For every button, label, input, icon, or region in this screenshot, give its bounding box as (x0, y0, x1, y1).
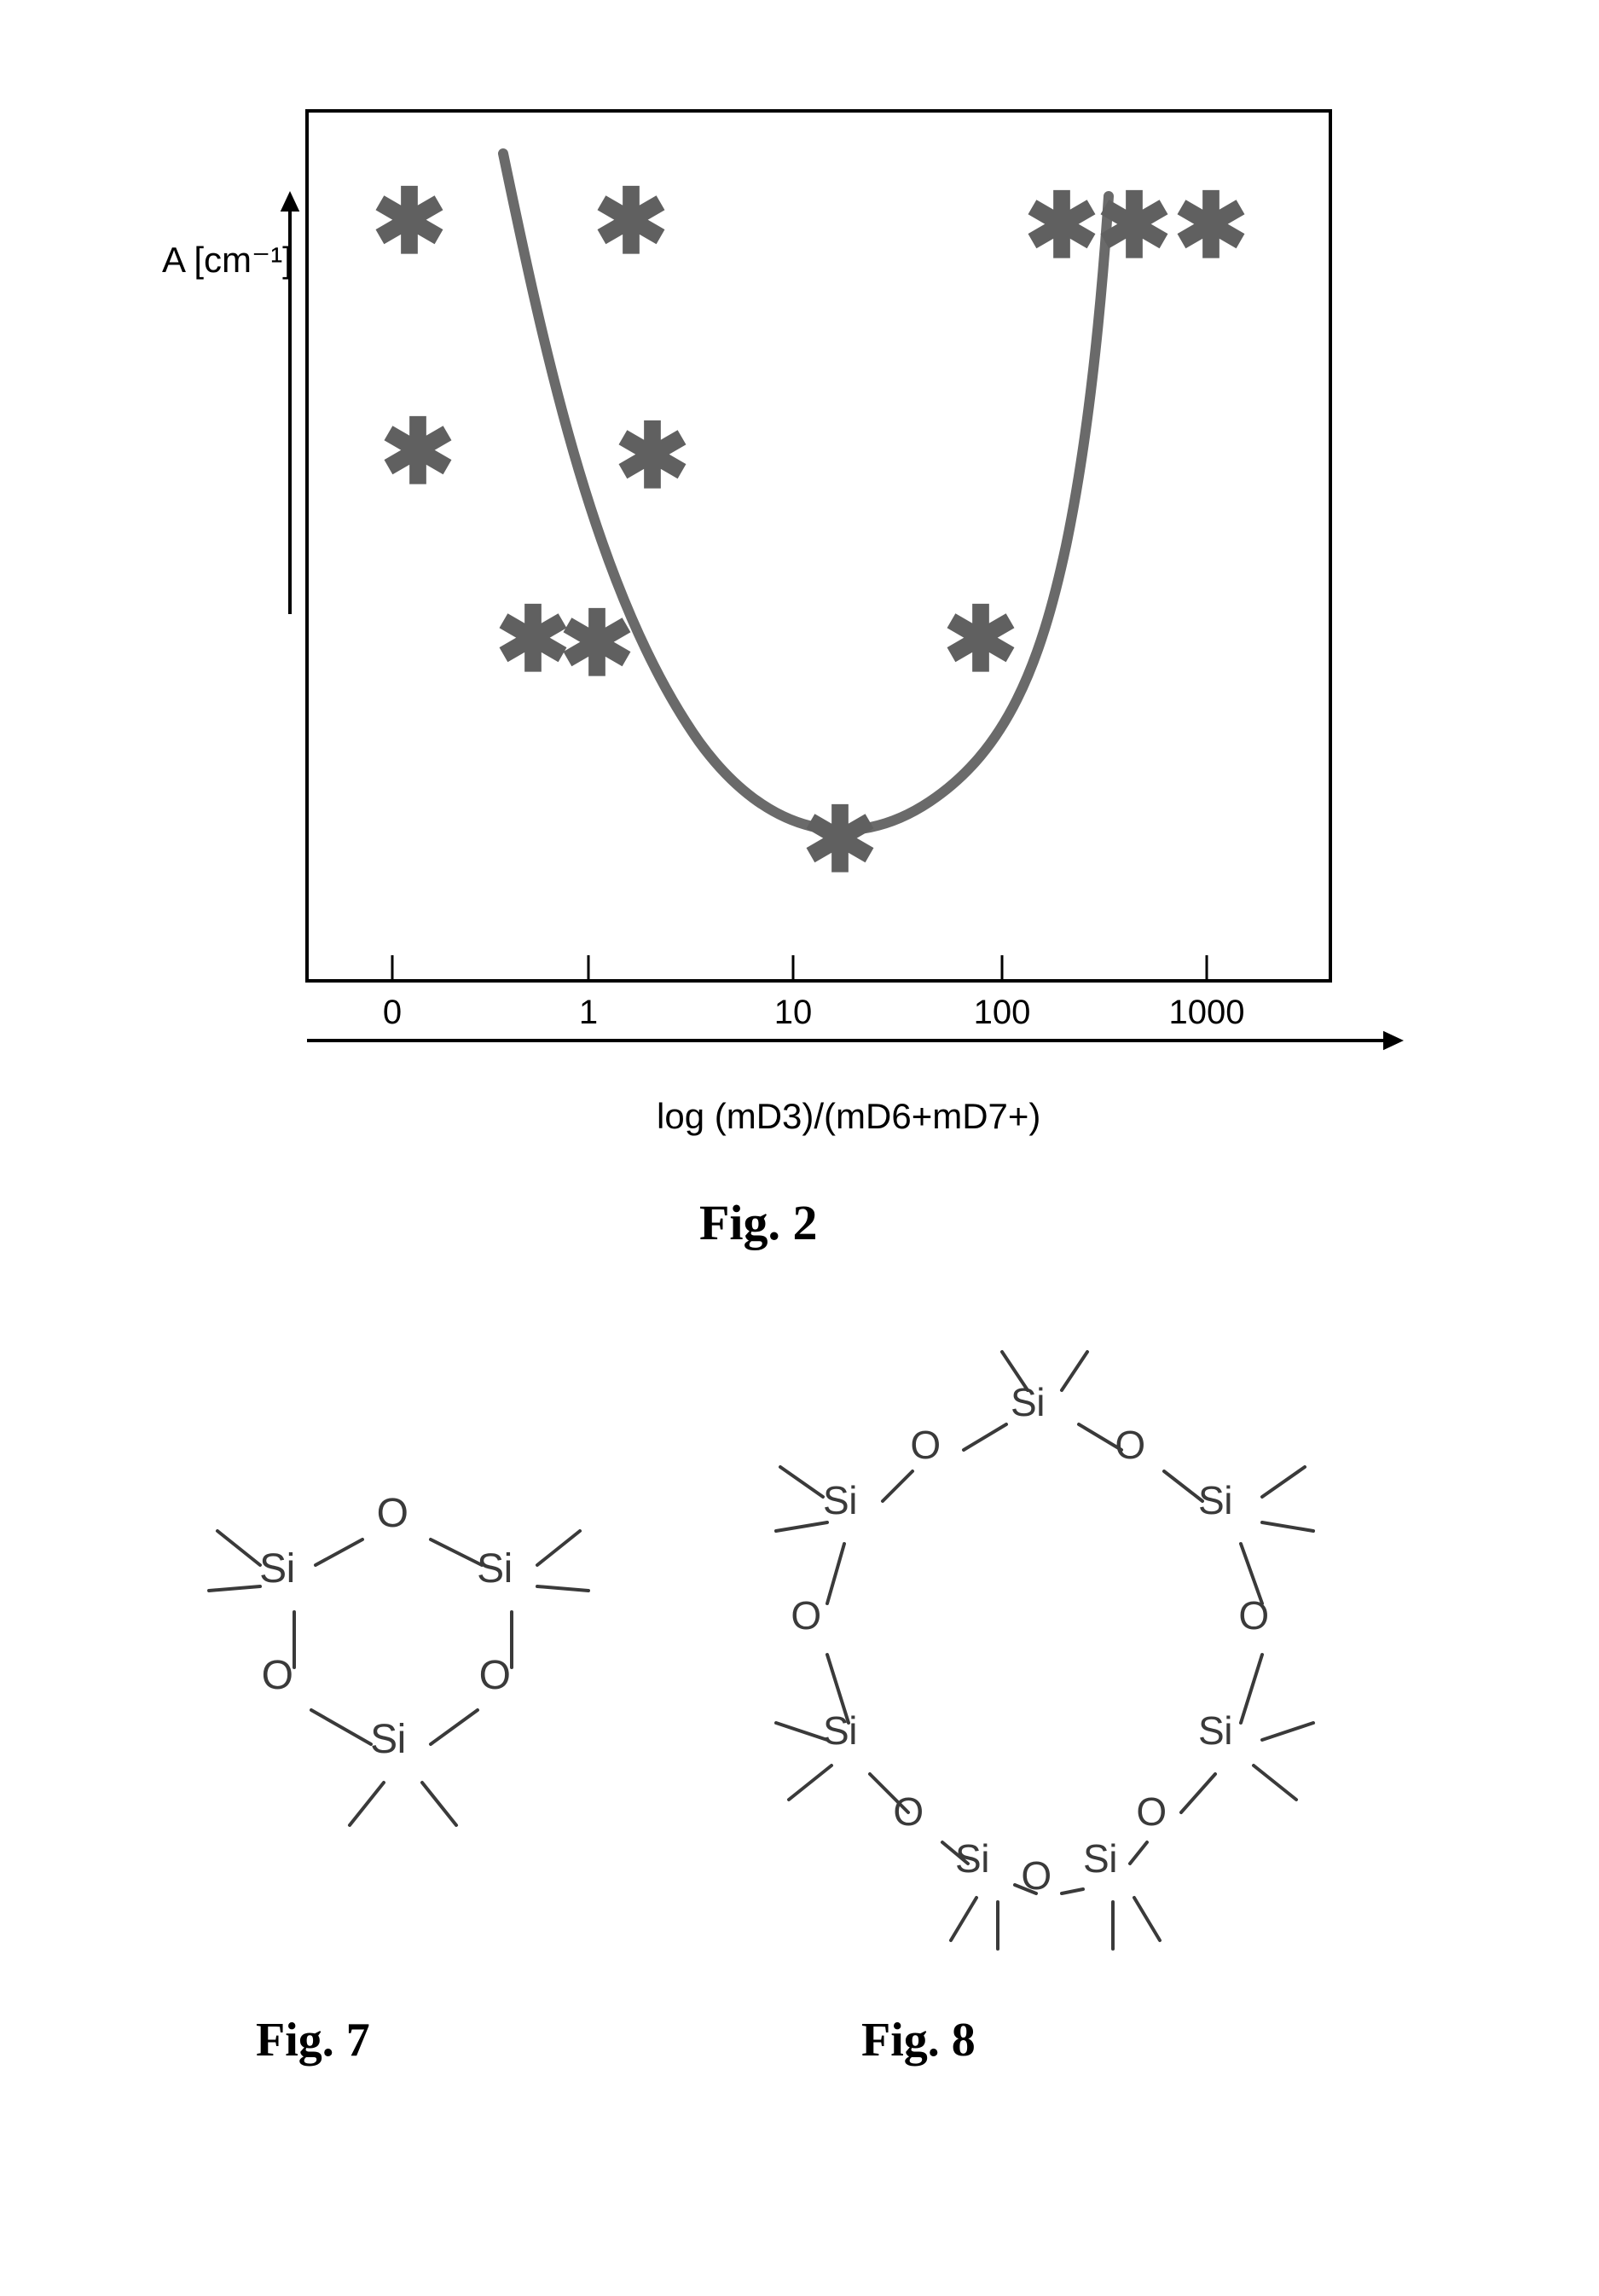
scatter-marker: ✱ (1092, 182, 1177, 271)
fig8-atom: Si (806, 1708, 874, 1754)
scatter-marker: ✱ (938, 595, 1023, 685)
fig8-atom: Si (1066, 1835, 1134, 1881)
fig8-atom: Si (994, 1379, 1062, 1425)
fig8-atom: Si (806, 1477, 874, 1523)
scatter-marker: ✱ (797, 796, 883, 885)
fig8-atom: O (1096, 1422, 1164, 1468)
scatter-marker: ✱ (367, 177, 452, 267)
fig8-atom: O (1002, 1852, 1070, 1899)
scatter-marker: ✱ (375, 408, 461, 497)
scatter-marker: ✱ (588, 177, 674, 267)
x-axis-label: log (mD3)/(mD6+mD7+) (657, 1096, 1040, 1137)
chart-svg (0, 0, 1599, 1279)
fig8-atom: O (1117, 1789, 1185, 1835)
x-tick-label: 1 (537, 994, 640, 1032)
fig8-atom: Si (938, 1835, 1006, 1881)
fig2-caption: Fig. 2 (699, 1194, 818, 1251)
x-tick-label: 10 (742, 994, 844, 1032)
x-tick-label: 100 (951, 994, 1053, 1032)
fig7-caption: Fig. 7 (256, 2013, 370, 2067)
fig8-caption: Fig. 8 (861, 2013, 976, 2067)
scatter-marker: ✱ (554, 600, 640, 689)
fig8-atom: O (891, 1422, 959, 1468)
fig7-atom: Si (354, 1716, 422, 1763)
scatter-marker: ✱ (610, 412, 695, 502)
fig7-atom: Si (461, 1545, 529, 1592)
fig8-atom: Si (1181, 1708, 1249, 1754)
x-tick-label: 1000 (1156, 994, 1258, 1032)
scatter-marker: ✱ (1168, 182, 1254, 271)
fig7-atom: O (461, 1652, 529, 1699)
fig7-atom: Si (243, 1545, 311, 1592)
fig8-atom: O (874, 1789, 942, 1835)
x-tick-label: 0 (341, 994, 443, 1032)
y-axis-label: A [cm⁻¹] (162, 239, 293, 281)
fig7-atom: O (243, 1652, 311, 1699)
fig8-atom: O (1220, 1592, 1288, 1638)
fig8-atom: O (772, 1592, 840, 1638)
fig8-atom: Si (1181, 1477, 1249, 1523)
fig7-atom: O (358, 1490, 426, 1537)
